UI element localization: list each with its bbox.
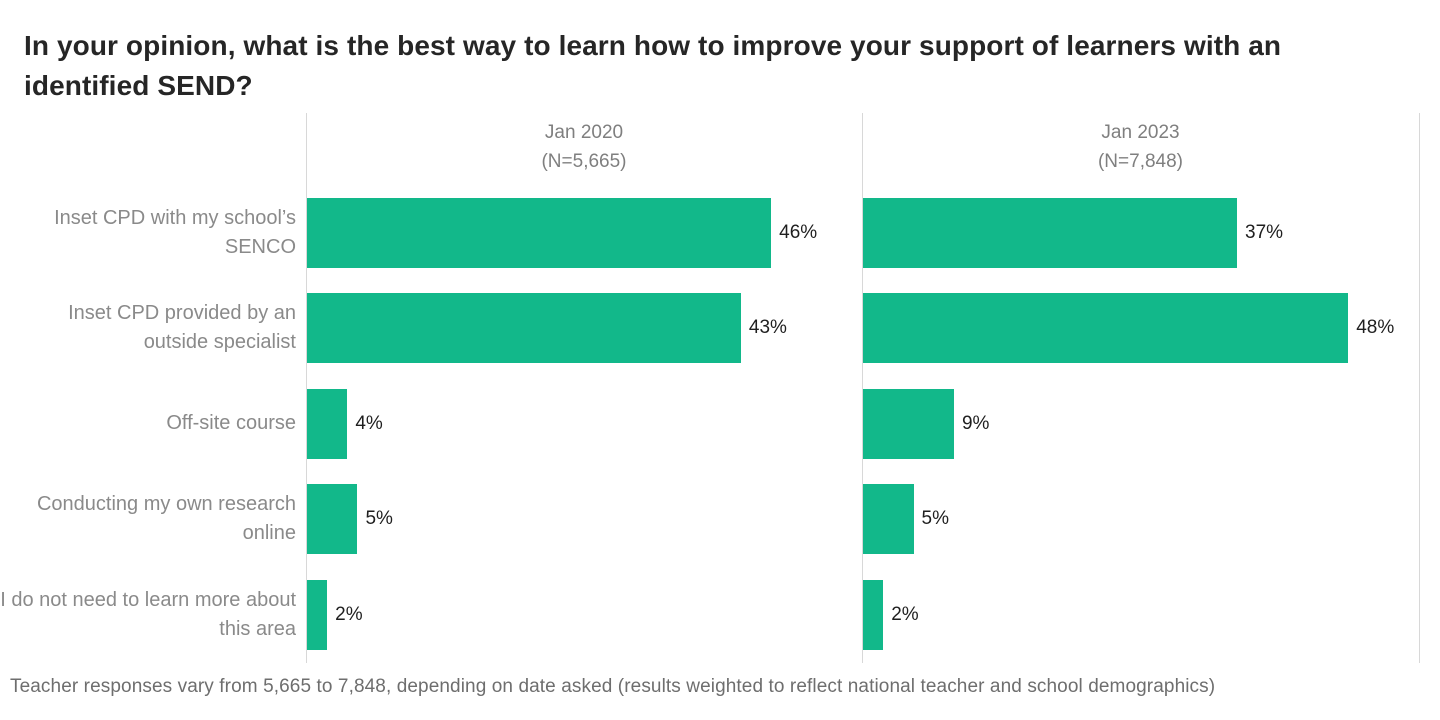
value-label: 48% — [1356, 317, 1395, 339]
value-label: 2% — [891, 603, 919, 625]
axis-line-right-border — [1419, 113, 1420, 663]
value-label: 37% — [1245, 221, 1284, 243]
panel-title: Jan 2020 — [544, 122, 624, 143]
bar-cell: 2% — [306, 567, 862, 663]
header-spacer — [0, 113, 306, 185]
bar-cell: 37% — [862, 185, 1419, 281]
category-label: Inset CPD provided by an outside special… — [68, 302, 296, 354]
value-label: 46% — [779, 221, 818, 243]
bar — [307, 293, 741, 364]
value-label: 5% — [365, 508, 393, 530]
axis-line-panel2 — [862, 113, 863, 663]
value-label: 4% — [355, 412, 383, 434]
bar — [307, 197, 772, 268]
bar-cell: 5% — [306, 472, 862, 568]
bar — [307, 579, 328, 650]
footnote: Teacher responses vary from 5,665 to 7,8… — [10, 676, 1216, 697]
value-label: 9% — [961, 412, 990, 434]
panel-sample-size: (N=5,665) — [541, 150, 627, 172]
category-label: Conducting my own research online — [36, 493, 296, 545]
bar-cell: 2% — [862, 567, 1419, 663]
panel-sample-size: (N=7,848) — [1097, 150, 1184, 172]
bar-cell: 5% — [862, 472, 1419, 568]
category-label: Inset CPD with my school’s SENCO — [54, 206, 296, 258]
category-label: I do not need to learn more about this a… — [0, 588, 296, 640]
bar — [863, 293, 1349, 364]
bar — [307, 388, 348, 459]
panel-title: Jan 2023 — [1101, 122, 1180, 143]
bar-cell: 9% — [862, 376, 1419, 472]
value-label: 5% — [921, 508, 949, 530]
bar — [863, 197, 1238, 268]
page-title: In your opinion, what is the best way to… — [24, 30, 1282, 101]
panel-header-jan-2020: Jan 2020 (N=5,665) — [306, 113, 862, 185]
grouped-bar-chart: Jan 2020 (N=5,665) Jan 2023 (N=7,848) In… — [0, 113, 1440, 663]
bar — [863, 484, 914, 555]
bar-cell: 46% — [306, 185, 862, 281]
category-label: Off-site course — [166, 412, 296, 435]
chart-grid: Jan 2020 (N=5,665) Jan 2023 (N=7,848) In… — [0, 113, 1419, 663]
bar-cell: 43% — [306, 281, 862, 377]
value-label: 43% — [748, 317, 787, 339]
bar-cell: 4% — [306, 376, 862, 472]
bar — [307, 484, 358, 555]
bar — [863, 388, 954, 459]
bar-cell: 48% — [862, 281, 1419, 377]
bar — [863, 579, 884, 650]
panel-header-jan-2023: Jan 2023 (N=7,848) — [862, 113, 1419, 185]
value-label: 2% — [335, 603, 363, 625]
axis-line-panel1 — [306, 113, 307, 663]
